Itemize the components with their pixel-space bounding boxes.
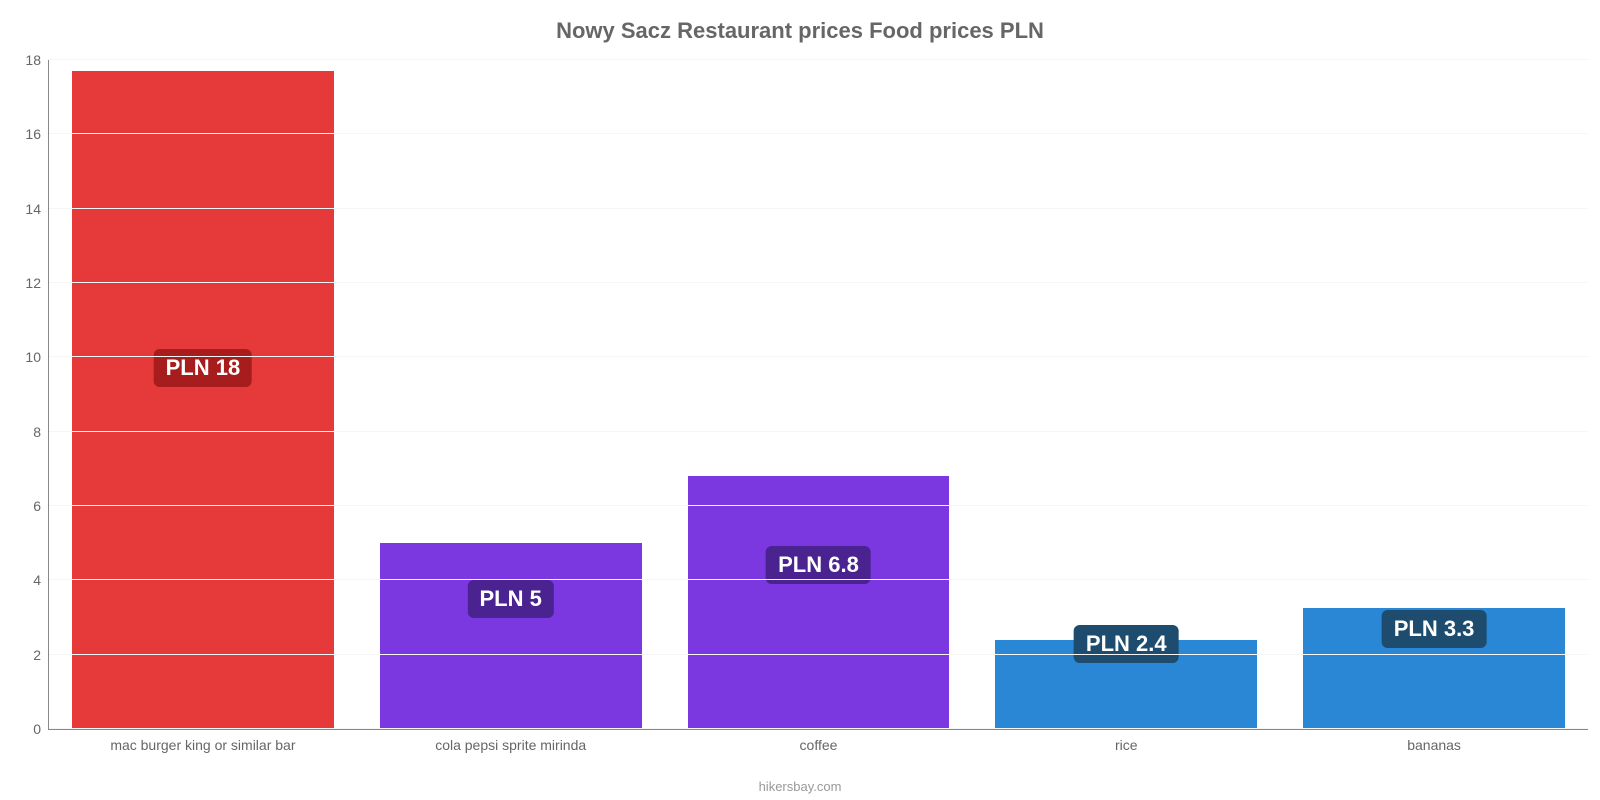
y-tick-label: 18	[25, 52, 49, 68]
gridline	[49, 133, 1588, 134]
price-chart: Nowy Sacz Restaurant prices Food prices …	[0, 0, 1600, 800]
y-tick-label: 6	[33, 498, 49, 514]
price-bar	[72, 71, 334, 729]
bar-slot: PLN 2.4rice	[972, 60, 1280, 729]
bars-container: PLN 18mac burger king or similar barPLN …	[49, 60, 1588, 729]
y-tick-label: 8	[33, 424, 49, 440]
bar-slot: PLN 5cola pepsi sprite mirinda	[357, 60, 665, 729]
y-tick-label: 16	[25, 126, 49, 142]
gridline	[49, 59, 1588, 60]
plot-area: PLN 18mac burger king or similar barPLN …	[48, 60, 1588, 730]
x-tick-label: bananas	[1280, 729, 1588, 753]
gridline	[49, 282, 1588, 283]
x-tick-label: coffee	[665, 729, 973, 753]
price-bar	[380, 543, 642, 729]
chart-title: Nowy Sacz Restaurant prices Food prices …	[0, 18, 1600, 44]
price-badge: PLN 2.4	[1074, 625, 1179, 663]
bar-slot: PLN 3.3bananas	[1280, 60, 1588, 729]
price-badge: PLN 5	[468, 580, 554, 618]
x-tick-label: cola pepsi sprite mirinda	[357, 729, 665, 753]
bar-slot: PLN 18mac burger king or similar bar	[49, 60, 357, 729]
credit-text: hikersbay.com	[0, 779, 1600, 794]
bar-slot: PLN 6.8coffee	[665, 60, 973, 729]
gridline	[49, 505, 1588, 506]
y-tick-label: 4	[33, 572, 49, 588]
price-badge: PLN 3.3	[1382, 610, 1487, 648]
price-badge: PLN 18	[154, 349, 253, 387]
gridline	[49, 579, 1588, 580]
y-tick-label: 14	[25, 201, 49, 217]
y-tick-label: 2	[33, 647, 49, 663]
y-tick-label: 10	[25, 349, 49, 365]
gridline	[49, 654, 1588, 655]
gridline	[49, 356, 1588, 357]
x-tick-label: mac burger king or similar bar	[49, 729, 357, 753]
gridline	[49, 208, 1588, 209]
y-tick-label: 0	[33, 721, 49, 737]
gridline	[49, 728, 1588, 729]
gridline	[49, 431, 1588, 432]
y-tick-label: 12	[25, 275, 49, 291]
x-tick-label: rice	[972, 729, 1280, 753]
price-bar	[688, 476, 950, 729]
